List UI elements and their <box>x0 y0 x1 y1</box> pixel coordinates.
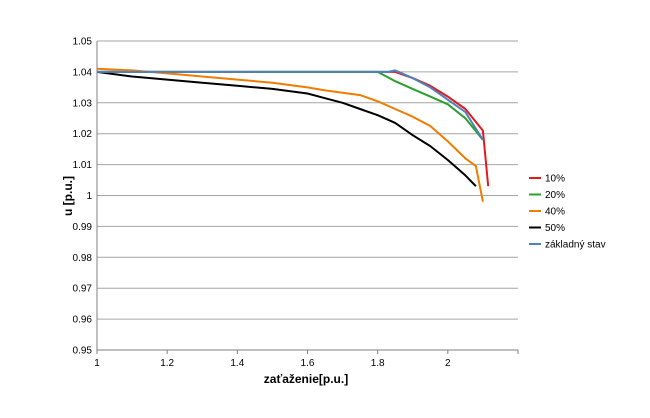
y-tick-label: 1.02 <box>73 129 93 140</box>
legend-label: 10% <box>545 174 565 185</box>
series-line-3 <box>96 70 477 187</box>
legend-label: 50% <box>545 223 565 234</box>
legend-label: základný stav <box>545 240 606 251</box>
y-tick-label: 0.96 <box>73 315 93 326</box>
y-tick-label: 0.97 <box>73 284 93 295</box>
y-tick-label: 1.05 <box>73 37 93 48</box>
x-tick-label: 1.2 <box>160 358 174 369</box>
y-tick-label: 0.99 <box>73 222 93 233</box>
series-line-4 <box>97 69 484 141</box>
x-tick-label: 1.6 <box>301 358 315 369</box>
x-tick-label: 1.8 <box>371 358 385 369</box>
series-line-2 <box>96 67 484 202</box>
y-tick-labels: 1.05 1.04 1.03 1.02 1.01 1 0.99 0.98 0.97 0.96 0.9… <box>73 37 93 357</box>
x-tick-label: 1.4 <box>230 358 244 369</box>
legend-label: 20% <box>545 190 565 201</box>
x-tick-label: 1 <box>94 358 100 369</box>
y-tick-label: 0.95 <box>73 346 93 357</box>
axes <box>96 41 519 354</box>
legend: 10% 20% 40% 50% základný stav <box>529 174 606 251</box>
x-axis-label: zaťaženie[p.u.] <box>264 372 348 386</box>
y-axis-label: u [p.u.] <box>61 176 75 216</box>
y-tick-label: 1.03 <box>73 98 93 109</box>
legend-label: 40% <box>545 207 565 218</box>
y-tick-label: 1.01 <box>73 160 93 171</box>
x-tick-labels: 1 1.2 1.4 1.6 1.8 2 <box>94 358 451 369</box>
y-tick-label: 1.04 <box>73 67 93 78</box>
x-tick-label: 2 <box>445 358 451 369</box>
series-lines <box>96 67 490 202</box>
y-tick-label: 0.98 <box>73 253 93 264</box>
y-tick-label: 1 <box>86 191 92 202</box>
